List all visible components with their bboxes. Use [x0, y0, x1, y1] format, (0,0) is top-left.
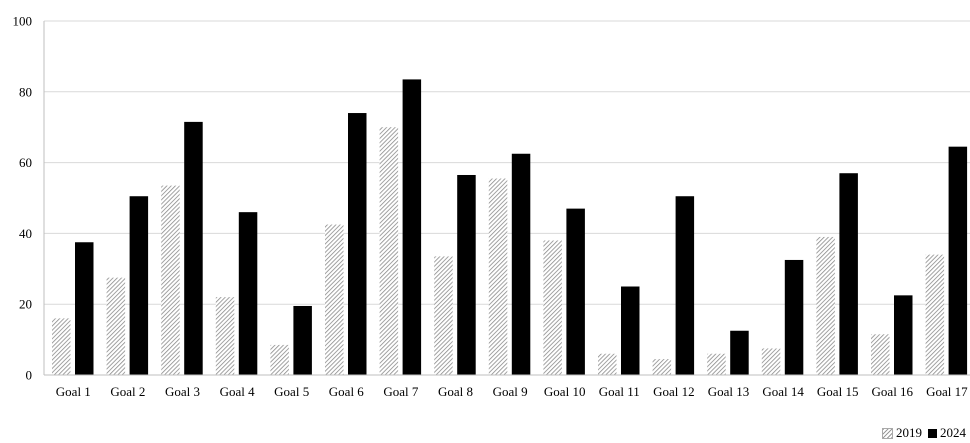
bar-2024-goal-2	[129, 196, 149, 375]
legend-label-2024: 2024	[940, 425, 966, 440]
x-tick-label: Goal 2	[110, 384, 145, 399]
x-tick-label: Goal 6	[329, 384, 365, 399]
y-tick-label: 0	[26, 368, 33, 383]
x-tick-label: Goal 9	[493, 384, 528, 399]
bar-2019-goal-16	[871, 334, 890, 375]
tick-labels: 0 20 40 60 80 100 Goal 1 Goal 2 Goal 3 Goal 4 Goal…	[13, 14, 969, 400]
bar-chart: 0 20 40 60 80 100 Goal 1 Goal 2 Goal 3 Goal 4 Goal…	[13, 14, 970, 400]
bar-2024-goal-9	[511, 153, 531, 375]
x-tick-label: Goal 7	[383, 384, 419, 399]
bars	[52, 79, 968, 375]
bar-2024-goal-4	[238, 212, 258, 375]
x-tick-label: Goal 14	[762, 384, 804, 399]
bar-2024-goal-17	[948, 146, 968, 375]
x-tick-label: Goal 10	[544, 384, 586, 399]
x-tick-label: Goal 1	[56, 384, 91, 399]
bar-2024-goal-15	[839, 173, 858, 375]
bar-2019-goal-11	[598, 353, 617, 375]
bar-2024-goal-16	[894, 295, 913, 375]
bar-2024-goal-14	[784, 259, 804, 375]
y-tick-label: 40	[19, 226, 32, 241]
bar-2019-goal-9	[488, 178, 508, 375]
bar-2024-goal-8	[457, 174, 476, 375]
bar-2019-goal-2	[106, 277, 126, 375]
x-tick-label: Goal 16	[872, 384, 914, 399]
bar-2019-goal-10	[543, 240, 562, 375]
legend-label-2019: 2019	[896, 425, 922, 440]
bar-2019-goal-3	[161, 185, 180, 375]
bar-2019-goal-13	[707, 353, 726, 375]
x-tick-label: Goal 17	[926, 384, 968, 399]
bar-2019-goal-6	[325, 224, 344, 375]
y-tick-label: 60	[19, 155, 32, 170]
x-tick-label: Goal 4	[220, 384, 256, 399]
bar-2024-goal-6	[348, 113, 367, 375]
bar-2024-goal-12	[675, 196, 695, 375]
bar-2019-goal-15	[816, 236, 835, 375]
legend-item-2024: 2024	[928, 425, 966, 441]
bar-2024-goal-5	[293, 305, 312, 375]
x-tick-label: Goal 15	[817, 384, 859, 399]
bar-2019-goal-8	[434, 256, 453, 375]
bar-2024-goal-7	[402, 79, 422, 375]
legend-swatch-solid	[928, 428, 937, 438]
bar-2024-goal-13	[730, 330, 749, 375]
bar-2019-goal-12	[652, 359, 672, 375]
axes	[43, 21, 970, 376]
legend-swatch-hatched	[882, 427, 893, 439]
x-tick-label: Goal 13	[708, 384, 750, 399]
x-tick-label: Goal 8	[438, 384, 473, 399]
bar-2019-goal-17	[925, 254, 945, 375]
y-tick-label: 20	[19, 297, 32, 312]
x-tick-label: Goal 12	[653, 384, 695, 399]
bar-2024-goal-10	[566, 208, 585, 375]
x-tick-label: Goal 11	[599, 384, 640, 399]
bar-2019-goal-14	[761, 348, 781, 375]
y-tick-label: 80	[19, 84, 32, 99]
bar-2019-goal-5	[270, 344, 289, 375]
bar-2019-goal-4	[215, 297, 235, 375]
bar-2024-goal-3	[184, 121, 203, 375]
x-tick-label: Goal 3	[165, 384, 200, 399]
bar-2024-goal-11	[621, 286, 640, 375]
y-tick-label: 100	[13, 14, 33, 29]
legend: 2019 2024	[882, 425, 966, 441]
legend-item-2019: 2019	[882, 425, 922, 441]
bar-2024-goal-1	[75, 242, 94, 375]
bar-2019-goal-1	[52, 318, 71, 375]
x-tick-label: Goal 5	[274, 384, 309, 399]
bar-2019-goal-7	[379, 127, 399, 375]
